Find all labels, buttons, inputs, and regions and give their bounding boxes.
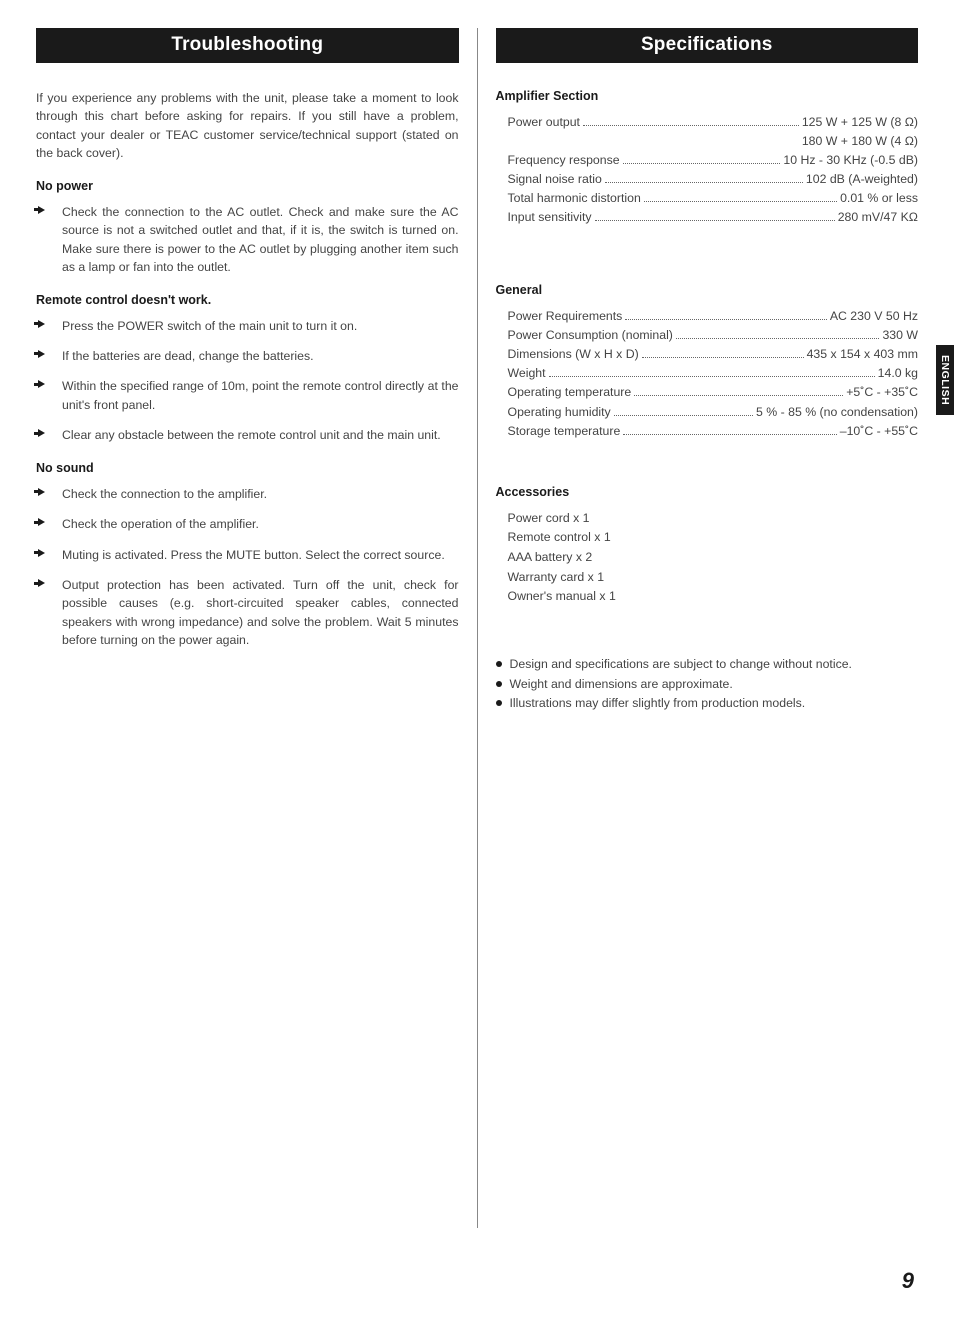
left-column: Troubleshooting If you experience any pr… — [36, 28, 471, 1228]
troubleshooting-item: Within the specified range of 10m, point… — [36, 377, 459, 414]
spec-label: Operating temperature — [508, 383, 632, 402]
spec-row: Operating temperature +5˚C - +35˚C — [496, 383, 919, 402]
spec-row: Power Consumption (nominal) 330 W — [496, 326, 919, 345]
spec-value: 0.01 % or less — [840, 189, 918, 208]
accessory-item: Owner's manual x 1 — [508, 587, 919, 607]
spec-row: Input sensitivity 280 mV/47 KΩ — [496, 208, 919, 227]
spec-value: 180 W + 180 W (4 Ω) — [802, 132, 918, 151]
specifications-heading: Specifications — [496, 28, 919, 63]
spec-value: AC 230 V 50 Hz — [830, 307, 918, 326]
troubleshooting-items: Check the connection to the amplifier. Ch… — [36, 485, 459, 650]
column-separator — [477, 28, 478, 1228]
spec-leader — [623, 163, 781, 164]
accessory-item: Warranty card x 1 — [508, 568, 919, 588]
troubleshooting-intro: If you experience any problems with the … — [36, 89, 459, 163]
spec-row: Frequency response 10 Hz - 30 KHz (-0.5 d… — [496, 151, 919, 170]
spec-leader — [676, 338, 880, 339]
spec-value: 435 x 154 x 403 mm — [807, 345, 918, 364]
troubleshooting-item: Clear any obstacle between the remote co… — [36, 426, 459, 444]
spec-leader — [634, 395, 843, 396]
spec-label: Power output — [508, 113, 580, 132]
spec-label: Dimensions (W x H x D) — [508, 345, 639, 364]
spec-value: –10˚C - +55˚C — [840, 422, 918, 441]
spec-value: 280 mV/47 KΩ — [838, 208, 918, 227]
note-item: Weight and dimensions are approximate. — [496, 675, 919, 695]
troubleshooting-item: Check the operation of the amplifier. — [36, 515, 459, 533]
spec-row: Power output 125 W + 125 W (8 Ω) — [496, 113, 919, 132]
spec-label: Operating humidity — [508, 403, 611, 422]
troubleshooting-item: Check the connection to the AC outlet. C… — [36, 203, 459, 277]
accessory-item: Power cord x 1 — [508, 509, 919, 529]
spec-label: Power Consumption (nominal) — [508, 326, 673, 345]
troubleshooting-item: Check the connection to the amplifier. — [36, 485, 459, 503]
spec-leader — [644, 201, 837, 202]
spec-row: 180 W + 180 W (4 Ω) — [496, 132, 919, 151]
accessories-heading: Accessories — [496, 485, 919, 499]
language-tab: ENGLISH — [936, 345, 954, 415]
spec-leader — [549, 376, 875, 377]
spec-row: Power Requirements AC 230 V 50 Hz — [496, 307, 919, 326]
spec-row: Total harmonic distortion 0.01 % or less — [496, 189, 919, 208]
spec-leader — [623, 434, 836, 435]
spec-label: Storage temperature — [508, 422, 621, 441]
troubleshooting-subheading: No sound — [36, 461, 459, 475]
spec-row: Operating humidity 5 % - 85 % (no condens… — [496, 403, 919, 422]
spec-label: Total harmonic distortion — [508, 189, 641, 208]
notes-list: Design and specifications are subject to… — [496, 655, 919, 714]
accessories-list: Power cord x 1Remote control x 1AAA batt… — [496, 509, 919, 607]
accessory-item: Remote control x 1 — [508, 528, 919, 548]
spec-label: Input sensitivity — [508, 208, 592, 227]
spec-label: Weight — [508, 364, 546, 383]
troubleshooting-subheading: Remote control doesn't work. — [36, 293, 459, 307]
spec-label: Frequency response — [508, 151, 620, 170]
troubleshooting-items: Press the POWER switch of the main unit … — [36, 317, 459, 445]
spec-value: 10 Hz - 30 KHz (-0.5 dB) — [783, 151, 918, 170]
spec-leader — [625, 319, 826, 320]
troubleshooting-subheading: No power — [36, 179, 459, 193]
troubleshooting-heading: Troubleshooting — [36, 28, 459, 63]
spec-row: Signal noise ratio 102 dB (A-weighted) — [496, 170, 919, 189]
spec-label: Power Requirements — [508, 307, 623, 326]
spec-value: 5 % - 85 % (no condensation) — [756, 403, 918, 422]
spec-value: 125 W + 125 W (8 Ω) — [802, 113, 918, 132]
spec-value: 102 dB (A-weighted) — [806, 170, 918, 189]
spec-label: Signal noise ratio — [508, 170, 602, 189]
troubleshooting-item: Muting is activated. Press the MUTE butt… — [36, 546, 459, 564]
spec-section-heading: Amplifier Section — [496, 89, 919, 103]
spec-leader — [583, 125, 799, 126]
page-number: 9 — [902, 1268, 914, 1294]
spec-value: 330 W — [882, 326, 918, 345]
spec-value: +5˚C - +35˚C — [846, 383, 918, 402]
spec-leader — [595, 220, 835, 221]
right-column: Specifications Amplifier Section Power ou… — [484, 28, 919, 1228]
troubleshooting-item: If the batteries are dead, change the ba… — [36, 347, 459, 365]
spec-leader — [614, 415, 753, 416]
spec-leader — [605, 182, 803, 183]
spec-row: Dimensions (W x H x D) 435 x 154 x 403 mm — [496, 345, 919, 364]
spec-section-heading: General — [496, 283, 919, 297]
troubleshooting-items: Check the connection to the AC outlet. C… — [36, 203, 459, 277]
troubleshooting-item: Output protection has been activated. Tu… — [36, 576, 459, 650]
spec-row: Storage temperature –10˚C - +55˚C — [496, 422, 919, 441]
spec-value: 14.0 kg — [878, 364, 918, 383]
spec-row: Weight 14.0 kg — [496, 364, 919, 383]
accessory-item: AAA battery x 2 — [508, 548, 919, 568]
note-item: Illustrations may differ slightly from p… — [496, 694, 919, 714]
troubleshooting-item: Press the POWER switch of the main unit … — [36, 317, 459, 335]
note-item: Design and specifications are subject to… — [496, 655, 919, 675]
spec-leader — [642, 357, 804, 358]
